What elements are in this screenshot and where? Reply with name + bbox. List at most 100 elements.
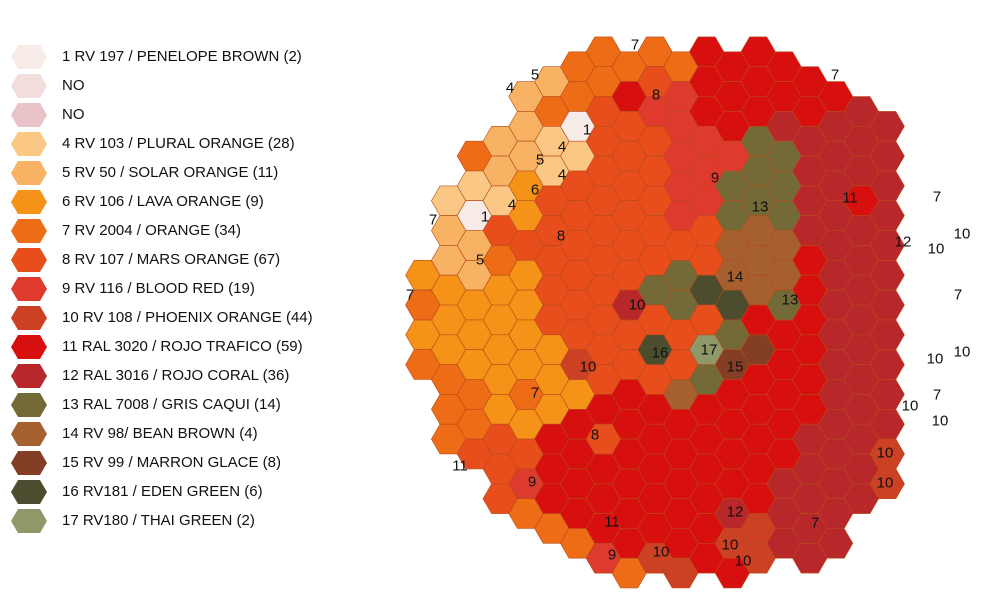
legend-item: 10 RV 108 / PHOENIX ORANGE (44)	[10, 303, 370, 332]
hex-cell	[869, 230, 905, 261]
legend-item: 5 RV 50 / SOLAR ORANGE (11)	[10, 158, 370, 187]
hex-number-label: 7	[406, 287, 414, 304]
hex-cell	[585, 423, 621, 455]
legend-swatch-icon	[11, 189, 47, 214]
hex-number-label: 7	[954, 287, 962, 304]
hex-number-label: 10	[580, 359, 597, 376]
legend-swatch-icon	[11, 305, 47, 330]
hex-cell	[792, 513, 828, 544]
hex-cell	[405, 289, 441, 321]
hex-number-label: 5	[536, 152, 544, 169]
legend-swatch-icon	[11, 276, 47, 301]
hex-cell	[508, 379, 544, 410]
legend-swatch-icon	[11, 160, 47, 185]
hex-number-label: 10	[877, 475, 894, 492]
legend-label: NO	[62, 77, 85, 94]
hex-number-label: 15	[727, 359, 744, 376]
hex-cell	[560, 349, 596, 380]
hex-number-label: 10	[722, 537, 739, 554]
legend-swatch-icon	[11, 421, 47, 446]
hex-number-label: 11	[842, 190, 858, 207]
hex-cell	[456, 230, 492, 261]
hex-number-label: 10	[653, 544, 670, 561]
hex-cell	[637, 66, 673, 97]
legend-item: 8 RV 107 / MARS ORANGE (67)	[10, 245, 370, 274]
legend-swatch-icon	[11, 334, 47, 359]
hex-number-label: 14	[727, 269, 744, 286]
hex-cell	[689, 155, 725, 187]
hex-number-label: 1	[481, 209, 489, 226]
hex-number-label: 8	[652, 87, 660, 104]
hex-number-label: 7	[831, 67, 839, 84]
hex-number-label: 4	[558, 167, 566, 184]
legend-item: 17 RV180 / THAI GREEN (2)	[10, 506, 370, 535]
hex-number-label: 10	[629, 297, 646, 314]
hex-cell	[843, 185, 879, 216]
hex-number-label: 10	[954, 344, 971, 361]
legend-item: 12 RAL 3016 / ROJO CORAL (36)	[10, 361, 370, 390]
legend-item: 4 RV 103 / PLURAL ORANGE (28)	[10, 129, 370, 158]
legend-item: NO	[10, 71, 370, 100]
hex-number-label: 10	[954, 226, 971, 243]
legend-label: 15 RV 99 / MARRON GLACE (8)	[62, 454, 281, 471]
hex-number-label: 17	[701, 342, 718, 359]
legend-item: 9 RV 116 / BLOOD RED (19)	[10, 274, 370, 303]
legend-label: 6 RV 106 / LAVA ORANGE (9)	[62, 193, 264, 210]
hex-number-label: 10	[902, 398, 919, 415]
legend-swatch-icon	[11, 450, 47, 475]
legend-item: 16 RV181 / EDEN GREEN (6)	[10, 477, 370, 506]
hex-cell	[585, 542, 621, 574]
legend-label: 10 RV 108 / PHOENIX ORANGE (44)	[62, 309, 313, 326]
hex-number-label: 12	[727, 504, 744, 521]
hex-number-label: 7	[933, 189, 941, 206]
hex-number-label: 7	[933, 387, 941, 404]
hex-cell	[714, 259, 750, 291]
hex-number-label: 9	[608, 547, 616, 564]
legend-item: 7 RV 2004 / ORANGE (34)	[10, 216, 370, 245]
hex-number-label: 10	[928, 241, 945, 258]
hex-cell	[714, 349, 750, 380]
hex-number-label: 7	[631, 37, 639, 54]
hex-number-label: 10	[927, 351, 944, 368]
hex-cell	[611, 289, 647, 321]
hex-number-label: 11	[604, 514, 620, 531]
legend-label: 1 RV 197 / PENELOPE BROWN (2)	[62, 48, 302, 65]
hex-cell	[482, 185, 518, 216]
hex-cell	[766, 289, 802, 321]
legend-swatch-icon	[11, 363, 47, 388]
hex-number-label: 4	[506, 80, 514, 97]
legend-label: 4 RV 103 / PLURAL ORANGE (28)	[62, 135, 295, 152]
legend-swatch-icon	[11, 218, 47, 243]
legend-item: 15 RV 99 / MARRON GLACE (8)	[10, 448, 370, 477]
legend-label: 5 RV 50 / SOLAR ORANGE (11)	[62, 164, 279, 181]
hex-number-label: 7	[811, 515, 819, 532]
hex-cell	[534, 215, 570, 246]
hex-cell	[508, 468, 544, 500]
legend-item: 11 RAL 3020 / ROJO TRAFICO (59)	[10, 332, 370, 361]
hex-number-label: 8	[557, 228, 565, 245]
hex-cell	[637, 542, 673, 574]
legend-item: 14 RV 98/ BEAN BROWN (4)	[10, 419, 370, 448]
legend-swatch-icon	[11, 479, 47, 504]
legend-label: 8 RV 107 / MARS ORANGE (67)	[62, 251, 281, 268]
legend-swatch-icon	[11, 73, 47, 98]
hex-cell	[740, 185, 776, 216]
hex-number-label: 11	[452, 458, 468, 475]
hex-number-label: 13	[752, 199, 769, 216]
legend-label: 7 RV 2004 / ORANGE (34)	[62, 222, 241, 239]
legend-swatch-icon	[11, 508, 47, 533]
hex-number-label: 5	[531, 67, 539, 84]
legend-label: 16 RV181 / EDEN GREEN (6)	[62, 483, 263, 500]
hex-number-label: 8	[591, 427, 599, 444]
hex-number-label: 10	[932, 413, 949, 430]
hex-number-label: 5	[476, 252, 484, 269]
hex-number-label: 13	[782, 292, 799, 309]
legend: 1 RV 197 / PENELOPE BROWN (2) NO NO 4 RV 10…	[10, 42, 370, 535]
hex-number-label: 7	[531, 385, 539, 402]
hex-cell	[869, 468, 905, 500]
legend-label: 9 RV 116 / BLOOD RED (19)	[62, 280, 255, 297]
hex-cell	[740, 542, 776, 574]
hex-cell	[637, 334, 673, 365]
legend-label: 13 RAL 7008 / GRIS CAQUI (14)	[62, 396, 281, 413]
